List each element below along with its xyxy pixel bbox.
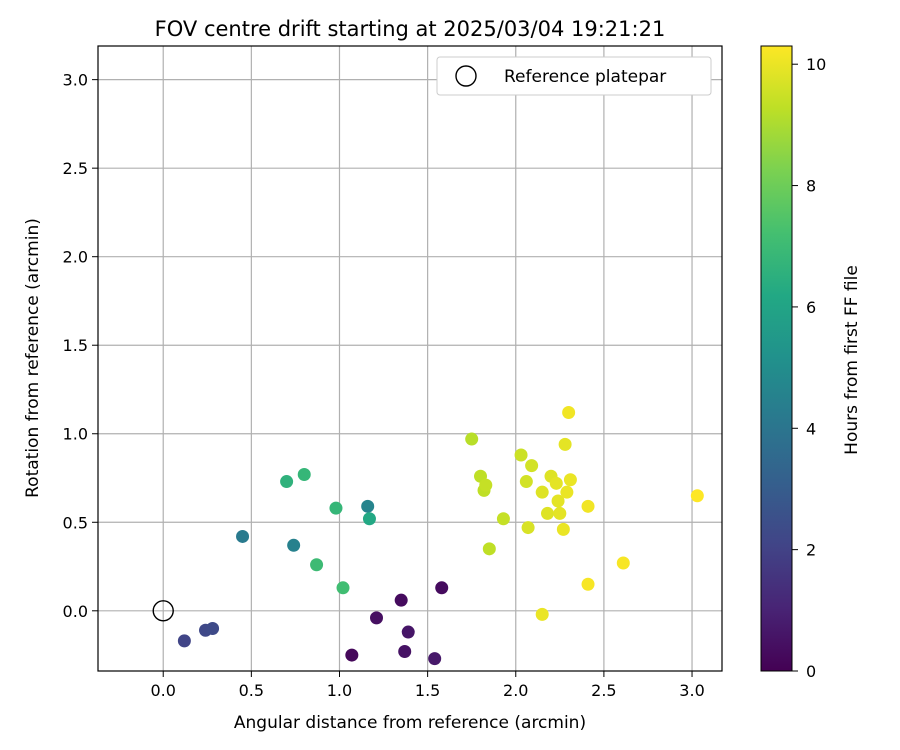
x-tick-label: 0.0 — [150, 681, 175, 700]
data-point — [540, 506, 554, 520]
data-point — [345, 648, 359, 662]
data-point — [236, 529, 250, 543]
data-point — [398, 645, 412, 659]
data-point — [401, 625, 415, 639]
colorbar-tick-label: 8 — [806, 177, 816, 196]
data-point — [562, 406, 576, 420]
data-point — [280, 475, 294, 489]
data-point — [558, 437, 572, 451]
colorbar-tick-label: 10 — [806, 55, 826, 74]
data-point — [560, 485, 574, 499]
colorbar-tick-label: 4 — [806, 419, 816, 438]
data-point — [535, 485, 549, 499]
data-point — [435, 581, 449, 595]
colorbar-gradient — [760, 45, 793, 672]
y-tick-label: 3.0 — [63, 71, 88, 90]
reference-layer — [152, 600, 174, 622]
data-point — [549, 476, 563, 490]
data-point — [177, 634, 191, 648]
data-point — [297, 467, 311, 481]
grid-layer — [98, 46, 722, 671]
data-point — [361, 499, 375, 513]
legend-marker-reference — [455, 65, 477, 87]
data-point — [287, 538, 301, 552]
data-point — [514, 448, 528, 462]
x-tick-label: 1.0 — [327, 681, 352, 700]
data-point — [206, 622, 220, 636]
legend-label-reference: Reference platepar — [504, 67, 666, 87]
data-point — [521, 521, 535, 535]
data-point — [482, 542, 496, 556]
y-tick-label: 0.0 — [63, 602, 88, 621]
x-tick-label: 1.5 — [415, 681, 440, 700]
colorbar-tick-label: 2 — [806, 541, 816, 560]
y-axis-label: Rotation from reference (arcmin) — [23, 218, 43, 498]
y-tick-label: 1.0 — [63, 425, 88, 444]
x-tick-label: 3.0 — [679, 681, 704, 700]
data-point — [496, 512, 510, 526]
data-point — [535, 607, 549, 621]
data-point — [310, 558, 324, 572]
data-point — [479, 478, 493, 492]
colorbar-tick-label: 6 — [806, 298, 816, 317]
chart-title: FOV centre drift starting at 2025/03/04 … — [155, 17, 666, 41]
data-point — [519, 475, 533, 489]
legend-box — [436, 56, 712, 96]
colorbar-tick-label: 0 — [806, 662, 816, 681]
data-point — [563, 473, 577, 487]
ticks-layer: 0.0 0.5 1.0 1.5 2.0 2.5 3.0 0.0 0.5 1.0 1.5 2.0 2.5 3… — [63, 71, 705, 700]
y-tick-label: 0.5 — [63, 513, 88, 532]
data-point — [428, 652, 442, 666]
colorbar-label: Hours from first FF file — [842, 265, 862, 455]
data-point — [362, 512, 376, 526]
data-point — [525, 459, 539, 473]
x-axis-label: Angular distance from reference (arcmin) — [234, 713, 586, 733]
data-point — [581, 577, 595, 591]
x-tick-label: 0.5 — [239, 681, 264, 700]
colorbar-ticks: 0 2 4 6 8 10 — [792, 55, 826, 681]
legend: Reference platepar — [436, 56, 712, 96]
plot-frame — [97, 45, 723, 672]
data-point — [465, 432, 479, 446]
data-point — [370, 611, 384, 625]
points-layer — [177, 406, 704, 666]
data-point — [551, 494, 565, 508]
data-point — [581, 499, 595, 513]
data-point — [329, 501, 343, 515]
x-tick-label: 2.0 — [503, 681, 528, 700]
x-tick-label: 2.5 — [591, 681, 616, 700]
data-point — [616, 556, 630, 570]
y-tick-label: 2.0 — [63, 248, 88, 267]
data-point — [556, 522, 570, 536]
data-point — [394, 593, 408, 607]
data-point — [690, 489, 704, 503]
y-tick-label: 1.5 — [63, 336, 88, 355]
reference-platepar-marker — [152, 600, 174, 622]
data-point — [336, 581, 350, 595]
data-point — [553, 506, 567, 520]
colorbar: 0 2 4 6 8 10 Hours from first FF file — [760, 45, 862, 681]
y-tick-label: 2.5 — [63, 159, 88, 178]
